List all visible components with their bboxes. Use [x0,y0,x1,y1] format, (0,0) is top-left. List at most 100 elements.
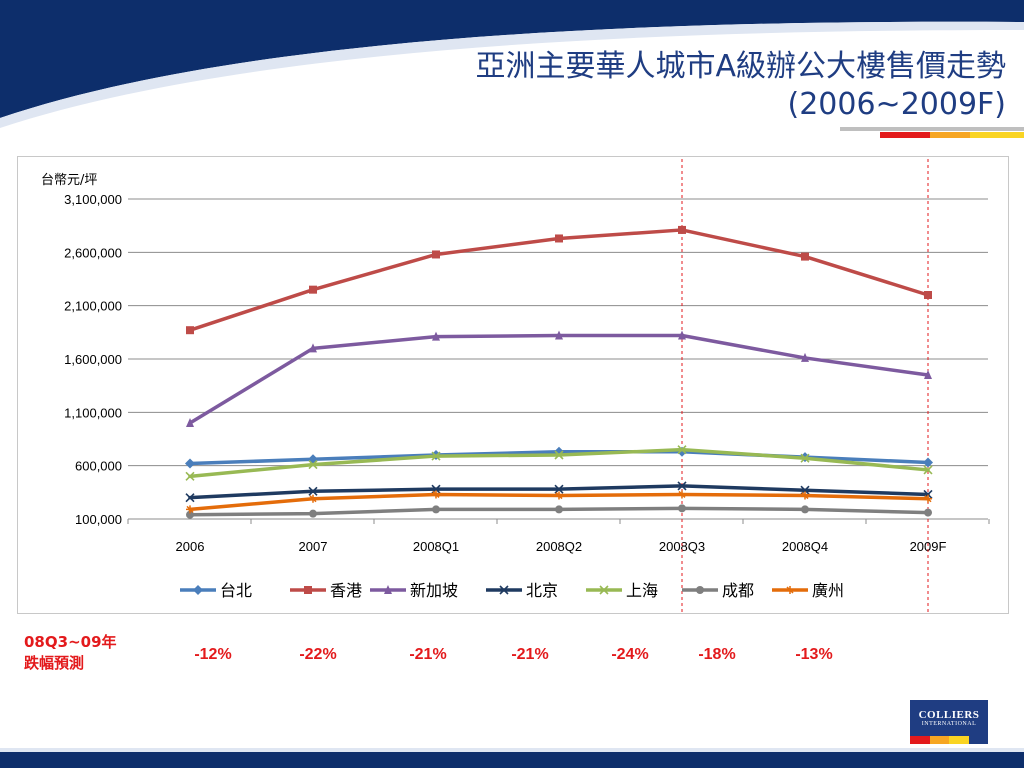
data-point [309,494,317,503]
logo-stripe-blue [968,736,988,744]
legend-item: 廣州 [772,581,844,600]
y-axis-label: 台幣元/坪 [41,173,97,188]
legend-item: 台北 [180,581,252,600]
forecast-drop-value: -24% [611,646,649,663]
series-成都 [186,504,932,519]
data-point [304,586,312,594]
data-point [924,291,932,299]
data-point [432,505,440,514]
logo-stripe-yellow [949,736,969,744]
data-point [432,490,440,499]
data-point [678,504,686,513]
legend-label: 新加坡 [410,581,458,600]
forecast-drop-label-line-1: 08Q3~09年 [24,633,117,651]
forecast-drop-label-line-2: 跌幅預測 [24,654,85,672]
legend-label: 廣州 [812,581,844,600]
legend-label: 成都 [722,581,754,600]
line-chart: 100,000 600,000 1,100,000 1,600,000 2,100,00… [41,157,990,613]
data-point [696,586,704,594]
logo-stripe-red [910,736,930,744]
data-point [432,250,440,259]
data-point [555,330,563,340]
legend-item: 新加坡 [370,581,458,600]
data-point [924,370,932,379]
data-point [185,493,195,503]
data-point [186,510,194,519]
forecast-drop-value: -21% [511,646,549,663]
data-point [308,460,318,470]
chart-container: 100,000 600,000 1,100,000 1,600,000 2,100,00… [17,156,1009,614]
title-underline-gray [840,127,1024,131]
data-point [554,484,564,494]
data-point [431,451,441,461]
legend-item: 香港 [290,581,362,600]
title-line-1: 亞洲主要華人城市A級辦公大樓售價走勢 [475,49,1006,84]
y-tick-label: 2,600,000 [64,245,122,260]
legend-label: 台北 [220,581,252,600]
data-point [677,481,687,491]
legend-label: 上海 [626,581,658,600]
y-tick-label: 3,100,000 [64,192,122,207]
data-point [786,586,794,594]
forecast-drop-value: -18% [698,646,736,663]
header-swoosh [0,10,1024,118]
x-tick-label: 2009F [910,539,947,554]
slide-title: 亞洲主要華人城市A級辦公大樓售價走勢 (2006~2009F) [475,48,1006,124]
data-point [193,585,203,595]
forecast-drop-value: -22% [299,646,337,663]
x-tick-label: 2006 [176,539,205,554]
data-point [186,505,194,514]
top-banner [0,0,1024,10]
series-line [188,228,930,332]
data-point [677,445,687,455]
y-tick-label: 600,000 [75,459,122,474]
header-swoosh-light [0,21,1024,128]
series-香港 [186,225,932,335]
data-point [309,343,317,353]
data-point [185,458,195,469]
series-廣州 [186,490,932,514]
data-point [801,352,809,362]
data-point [801,505,809,514]
legend-label: 北京 [526,581,558,600]
data-point [186,418,194,427]
data-point [309,285,317,294]
legend-item: 成都 [682,581,754,600]
series-新加坡 [186,330,932,427]
data-point [678,330,686,340]
data-point [800,453,810,463]
title-underline-yellow [970,132,1024,138]
logo-stripes [910,736,988,744]
x-tick-label: 2008Q2 [536,539,582,554]
data-point [924,508,932,517]
y-tick-label: 1,600,000 [64,352,122,367]
data-point [554,450,564,460]
x-tick-label: 2008Q1 [413,539,459,554]
x-tick-label: 2008Q3 [659,539,705,554]
data-point [599,585,609,595]
title-underline-orange [930,132,970,138]
series-line [188,447,930,479]
data-point [309,509,317,518]
data-point [801,252,809,261]
series-上海 [185,445,933,481]
data-point [384,585,392,594]
legend-label: 香港 [330,581,362,600]
data-point [678,490,686,499]
data-point [924,494,932,503]
data-point [185,471,195,481]
logo-text-main: COLLIERS [918,709,980,721]
y-tick-label: 100,000 [75,512,122,527]
forecast-drop-value: -13% [795,646,833,663]
legend-item: 北京 [486,581,558,600]
y-tick-label: 1,100,000 [64,405,122,420]
data-point [923,465,933,475]
colliers-logo: COLLIERS INTERNATIONAL [910,700,988,744]
y-tick-label: 2,100,000 [64,299,122,314]
title-underline-red [880,132,930,138]
data-point [923,457,933,468]
data-point [801,491,809,500]
forecast-drop-value: -21% [409,646,447,663]
data-point [555,505,563,514]
